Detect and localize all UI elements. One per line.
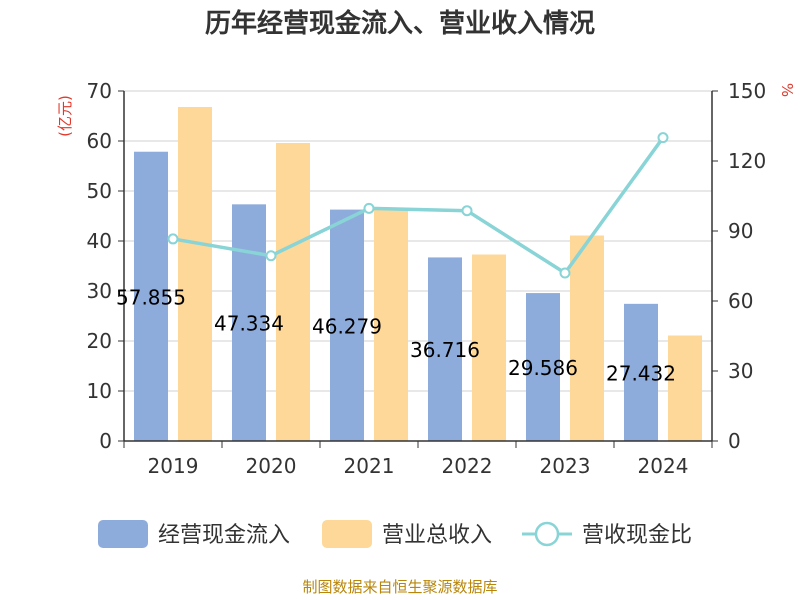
cash-inflow-bar: [526, 293, 560, 441]
legend-ratio: 营收现金比: [522, 521, 692, 548]
legend-label: 营收现金比: [582, 523, 692, 548]
x-tick-label: 2020: [246, 454, 297, 478]
right-tick-label: 0: [728, 429, 741, 453]
cash-inflow-data-label: 27.432: [606, 361, 676, 385]
revenue-bar: [374, 209, 408, 441]
cash-inflow-bar: [428, 257, 462, 441]
ratio-point: [167, 233, 179, 245]
x-tick-label: 2023: [540, 454, 591, 478]
cash-inflow-data-label: 46.279: [312, 314, 382, 338]
legend-cash-inflow: 经营现金流入: [98, 520, 290, 548]
ratio-point: [363, 202, 375, 214]
ratio-point: [657, 132, 669, 144]
left-axis-unit: (亿元): [56, 95, 74, 137]
right-tick-label: 60: [728, 289, 753, 313]
data-labels: 57.855 47.334 46.279 36.716 29.586 27.432: [116, 285, 676, 385]
legend-revenue: 营业总收入: [322, 520, 492, 548]
right-tick-label: 90: [728, 219, 753, 243]
cash-inflow-data-label: 29.586: [508, 356, 578, 380]
left-tick-label: 70: [87, 79, 112, 103]
cash-inflow-bar: [134, 151, 168, 441]
revenue-bar: [178, 107, 212, 441]
left-tick-label: 20: [87, 329, 112, 353]
revenue-bar: [570, 235, 604, 441]
legend-swatch: [322, 520, 372, 548]
x-tick-label: 2022: [442, 454, 493, 478]
x-tick-label: 2019: [148, 454, 199, 478]
left-tick-label: 40: [87, 229, 112, 253]
legend-swatch: [98, 520, 148, 548]
axes: 0 10 20 30 40 50 60 70 0 30 60 90 120 150 2019 2020 2021…: [87, 79, 767, 478]
cash-inflow-bar: [624, 303, 658, 441]
cash-inflow-data-label: 47.334: [214, 312, 284, 336]
right-axis-unit: %: [778, 83, 796, 97]
right-tick-label: 150: [728, 79, 766, 103]
revenue-bar: [276, 143, 310, 441]
footer-source: 制图数据来自恒生聚源数据库: [302, 578, 497, 596]
legend-label: 经营现金流入: [158, 523, 290, 548]
right-tick-label: 30: [728, 359, 753, 383]
right-tick-label: 120: [728, 149, 766, 173]
revenue-bar: [668, 335, 702, 441]
ratio-point: [265, 250, 277, 262]
ratio-line-path: [172, 136, 665, 276]
ratio-point: [461, 205, 473, 217]
chart-title: 历年经营现金流入、营业收入情况: [205, 8, 595, 39]
revenue-bar: [472, 254, 506, 441]
cash-inflow-data-label: 57.855: [116, 285, 186, 309]
left-tick-label: 50: [87, 179, 112, 203]
cash-inflow-bar: [232, 204, 266, 441]
left-tick-label: 30: [87, 279, 112, 303]
cash-inflow-bar: [330, 209, 364, 441]
legend-swatch-marker: [534, 521, 560, 547]
x-tick-label: 2021: [344, 454, 395, 478]
legend: 经营现金流入 营业总收入 营收现金比: [98, 520, 692, 548]
cash-inflow-data-label: 36.716: [410, 338, 480, 362]
ratio-point: [559, 267, 571, 279]
x-tick-label: 2024: [638, 454, 689, 478]
legend-label: 营业总收入: [382, 523, 492, 548]
left-tick-label: 0: [99, 429, 112, 453]
left-tick-label: 10: [87, 379, 112, 403]
grid-lines: [124, 90, 712, 392]
bars: [134, 107, 702, 441]
left-tick-label: 60: [87, 129, 112, 153]
ratio-line: [167, 132, 669, 279]
